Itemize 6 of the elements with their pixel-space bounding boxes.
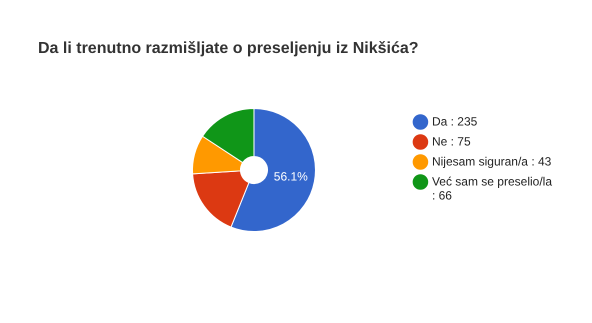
legend-label: Nijesam siguran/a : 43 <box>432 154 552 168</box>
legend-label: Da : 235 <box>432 114 478 128</box>
legend-label: Ne : 75 <box>432 134 471 148</box>
chart-title: Da li trenutno razmišljate o preseljenju iz Nikšića? <box>38 40 419 58</box>
legend-label: Već sam se preselio/la : 66 <box>432 174 552 203</box>
data-label: 56.1% <box>274 169 308 184</box>
